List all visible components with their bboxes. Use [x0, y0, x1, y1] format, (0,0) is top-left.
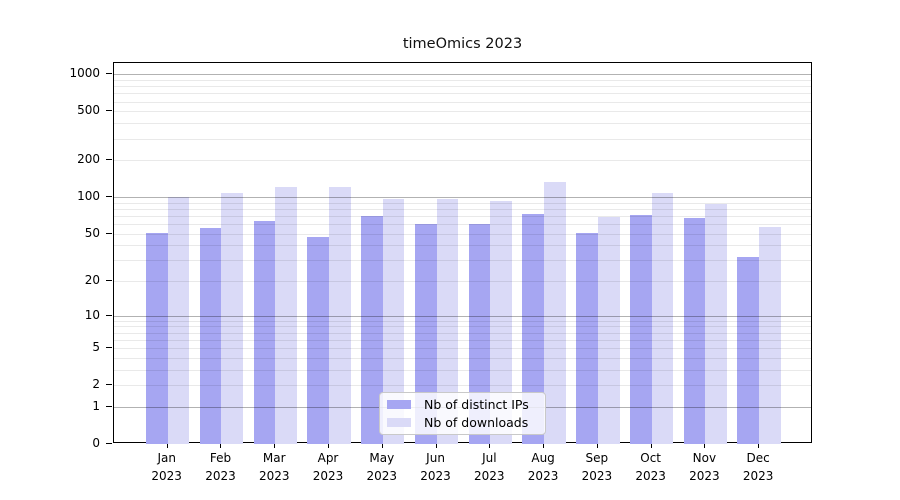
y-axis-tick-label: 50: [84, 225, 100, 240]
bar-distinct-ips: [737, 256, 760, 444]
bar-downloads: [651, 192, 674, 444]
bar-distinct-ips: [146, 232, 168, 444]
bar-downloads: [705, 203, 728, 444]
y-axis-tick: [106, 314, 112, 316]
x-axis-tick: [650, 444, 652, 448]
legend: Nb of distinct IPs Nb of downloads: [379, 392, 546, 435]
bar-distinct-ips: [414, 224, 437, 444]
y-axis-tick: [106, 384, 112, 386]
y-axis-tick: [106, 232, 112, 234]
legend-swatch-distinct-ips-icon: [387, 400, 411, 409]
bar-downloads: [329, 187, 351, 444]
bar-distinct-ips: [576, 232, 598, 444]
y-axis-tick-label: 0: [92, 436, 100, 450]
y-axis-tick-label: 100: [77, 189, 100, 204]
x-axis-tick: [166, 444, 168, 448]
y-axis-tick: [106, 159, 112, 161]
x-axis-tick-label: Dec 2023: [742, 451, 774, 483]
gridline-minor: [114, 93, 811, 95]
bar-distinct-ips: [253, 220, 276, 444]
y-axis-tick-label: 1: [92, 398, 100, 413]
x-axis-tick-label: Aug 2023: [527, 451, 559, 483]
gridline-minor: [114, 111, 811, 113]
y-axis-tick: [106, 443, 112, 444]
x-axis-tick-label: Oct 2023: [635, 451, 666, 483]
legend-item-downloads: Nb of downloads: [387, 414, 545, 430]
legend-label-downloads: Nb of downloads: [424, 414, 529, 430]
gridline-minor: [114, 160, 811, 162]
bar-downloads: [167, 197, 190, 444]
gridline-minor: [114, 123, 811, 125]
bar-downloads: [382, 198, 405, 444]
bar-distinct-ips: [468, 224, 491, 444]
x-axis-tick: [543, 444, 545, 448]
x-axis-tick-label: Jan 2023: [151, 451, 182, 483]
bar-distinct-ips: [307, 236, 329, 444]
x-axis-tick: [758, 444, 760, 448]
x-axis-tick-label: Apr 2023: [312, 451, 344, 483]
x-axis-tick: [489, 444, 491, 448]
x-axis-tick-label: May 2023: [366, 451, 398, 483]
y-axis-tick: [106, 347, 112, 349]
y-axis-tick: [106, 196, 112, 198]
bar-downloads: [597, 217, 620, 444]
bar-downloads: [490, 201, 512, 444]
gridline-minor: [114, 101, 811, 103]
bar-downloads: [275, 186, 297, 444]
bar-distinct-ips: [199, 227, 222, 444]
bar-distinct-ips: [522, 214, 545, 444]
bar-downloads: [544, 181, 566, 444]
legend-swatch-downloads-icon: [387, 418, 411, 427]
x-axis-tick: [596, 444, 598, 448]
y-axis-tick: [106, 73, 112, 75]
bar-downloads: [759, 226, 781, 444]
x-axis-tick-label: Jul 2023: [474, 451, 505, 483]
x-axis-tick: [381, 444, 383, 448]
x-axis-tick: [435, 444, 437, 448]
gridline-minor: [114, 138, 811, 140]
y-axis-tick-label: 2: [92, 377, 100, 392]
bar-downloads: [436, 198, 459, 444]
legend-item-distinct-ips: Nb of distinct IPs: [387, 396, 545, 412]
legend-label-distinct-ips: Nb of distinct IPs: [424, 396, 529, 412]
gridline-minor: [114, 79, 811, 81]
y-axis-tick-label: 500: [77, 103, 100, 118]
x-axis-tick: [220, 444, 222, 448]
plot-area: [113, 62, 812, 444]
x-axis-tick-label: Jun 2023: [420, 451, 451, 483]
x-axis-tick-label: Mar 2023: [258, 451, 290, 483]
bar-distinct-ips: [361, 215, 383, 444]
y-axis-tick-label: 10: [84, 307, 100, 322]
bar-distinct-ips: [683, 218, 706, 444]
gridline-major: [114, 197, 811, 199]
x-axis-tick: [274, 444, 276, 448]
x-axis-tick: [704, 444, 706, 448]
gridline-minor: [114, 86, 811, 88]
y-axis-tick: [106, 405, 112, 407]
x-axis-tick-label: Feb 2023: [205, 451, 236, 483]
y-axis-tick-label: 5: [92, 340, 100, 355]
gridline-major: [114, 74, 811, 76]
y-axis-tick: [106, 280, 112, 282]
x-axis-tick-label: Nov 2023: [689, 451, 720, 483]
x-axis-tick: [328, 444, 329, 448]
y-axis-tick: [106, 110, 112, 112]
y-axis-tick-label: 200: [77, 152, 100, 167]
chart-title: timeOmics 2023: [402, 36, 523, 52]
bar-distinct-ips: [629, 215, 652, 444]
y-axis-tick-label: 1000: [69, 66, 100, 81]
bar-downloads: [221, 192, 244, 444]
y-axis-tick-label: 20: [84, 273, 100, 288]
x-axis-tick-label: Sep 2023: [581, 451, 613, 483]
